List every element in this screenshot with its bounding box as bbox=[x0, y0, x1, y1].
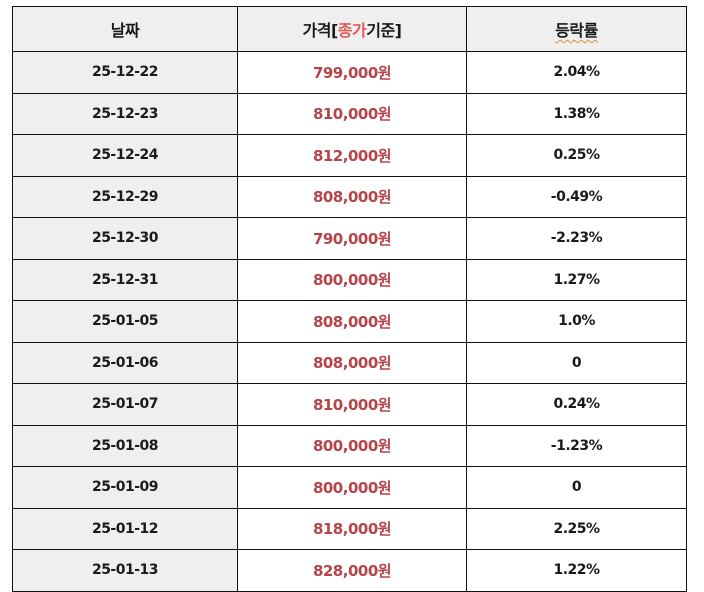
date-cell: 25-12-24 bbox=[12, 134, 238, 177]
table-row: 25-12-29 808,000원 -0.49% bbox=[12, 175, 687, 218]
header-price-highlight: 종가 bbox=[337, 21, 367, 40]
change-cell: 0 bbox=[466, 341, 687, 384]
table-row: 25-01-09 800,000원 0 bbox=[12, 466, 687, 509]
change-cell: 2.04% bbox=[466, 51, 687, 94]
table-row: 25-01-13 828,000원 1.22% bbox=[12, 549, 687, 592]
change-cell: 2.25% bbox=[466, 507, 687, 550]
price-cell: 800,000원 bbox=[237, 424, 467, 467]
price-cell: 810,000원 bbox=[237, 92, 467, 135]
change-cell: 1.38% bbox=[466, 92, 687, 135]
table-row: 25-01-08 800,000원 -1.23% bbox=[12, 424, 687, 467]
price-cell: 810,000원 bbox=[237, 383, 467, 426]
header-price-suffix: 기준] bbox=[366, 21, 402, 40]
table-row: 25-12-30 790,000원 -2.23% bbox=[12, 217, 687, 260]
date-cell: 25-12-30 bbox=[12, 217, 238, 260]
price-cell: 799,000원 bbox=[237, 51, 467, 94]
change-cell: -0.49% bbox=[466, 175, 687, 218]
date-cell: 25-01-05 bbox=[12, 300, 238, 343]
date-cell: 25-12-29 bbox=[12, 175, 238, 218]
price-cell: 800,000원 bbox=[237, 258, 467, 301]
date-cell: 25-01-09 bbox=[12, 466, 238, 509]
change-cell: -2.23% bbox=[466, 217, 687, 260]
table-row: 25-12-24 812,000원 0.25% bbox=[12, 134, 687, 177]
table-row: 25-12-22 799,000원 2.04% bbox=[12, 51, 687, 94]
price-cell: 818,000원 bbox=[237, 507, 467, 550]
stock-price-table: 날짜 가격[종가기준] 등락률 25-12-22 799,000원 2.04% 25-… bbox=[12, 6, 687, 592]
date-cell: 25-01-08 bbox=[12, 424, 238, 467]
date-cell: 25-01-12 bbox=[12, 507, 238, 550]
header-date: 날짜 bbox=[12, 6, 238, 52]
table-row: 25-12-31 800,000원 1.27% bbox=[12, 258, 687, 301]
change-cell: 0.25% bbox=[466, 134, 687, 177]
date-cell: 25-01-06 bbox=[12, 341, 238, 384]
change-cell: 1.27% bbox=[466, 258, 687, 301]
table-row: 25-01-05 808,000원 1.0% bbox=[12, 300, 687, 343]
date-cell: 25-12-22 bbox=[12, 51, 238, 94]
change-cell: 1.22% bbox=[466, 549, 687, 592]
table-row: 25-12-23 810,000원 1.38% bbox=[12, 92, 687, 135]
price-cell: 828,000원 bbox=[237, 549, 467, 592]
header-change: 등락률 bbox=[466, 6, 687, 52]
price-cell: 808,000원 bbox=[237, 341, 467, 384]
header-price-prefix: 가격[ bbox=[302, 21, 339, 40]
change-cell: 0.24% bbox=[466, 383, 687, 426]
table-row: 25-01-07 810,000원 0.24% bbox=[12, 383, 687, 426]
price-cell: 808,000원 bbox=[237, 175, 467, 218]
header-price: 가격[종가기준] bbox=[237, 6, 467, 52]
price-cell: 808,000원 bbox=[237, 300, 467, 343]
date-cell: 25-12-23 bbox=[12, 92, 238, 135]
change-cell: 1.0% bbox=[466, 300, 687, 343]
change-cell: 0 bbox=[466, 466, 687, 509]
date-cell: 25-12-31 bbox=[12, 258, 238, 301]
price-cell: 800,000원 bbox=[237, 466, 467, 509]
table-header-row: 날짜 가격[종가기준] 등락률 bbox=[12, 6, 687, 52]
price-cell: 790,000원 bbox=[237, 217, 467, 260]
table-row: 25-01-06 808,000원 0 bbox=[12, 341, 687, 384]
price-cell: 812,000원 bbox=[237, 134, 467, 177]
table-row: 25-01-12 818,000원 2.25% bbox=[12, 507, 687, 550]
date-cell: 25-01-07 bbox=[12, 383, 238, 426]
change-cell: -1.23% bbox=[466, 424, 687, 467]
date-cell: 25-01-13 bbox=[12, 549, 238, 592]
header-change-label: 등락률 bbox=[555, 21, 598, 40]
